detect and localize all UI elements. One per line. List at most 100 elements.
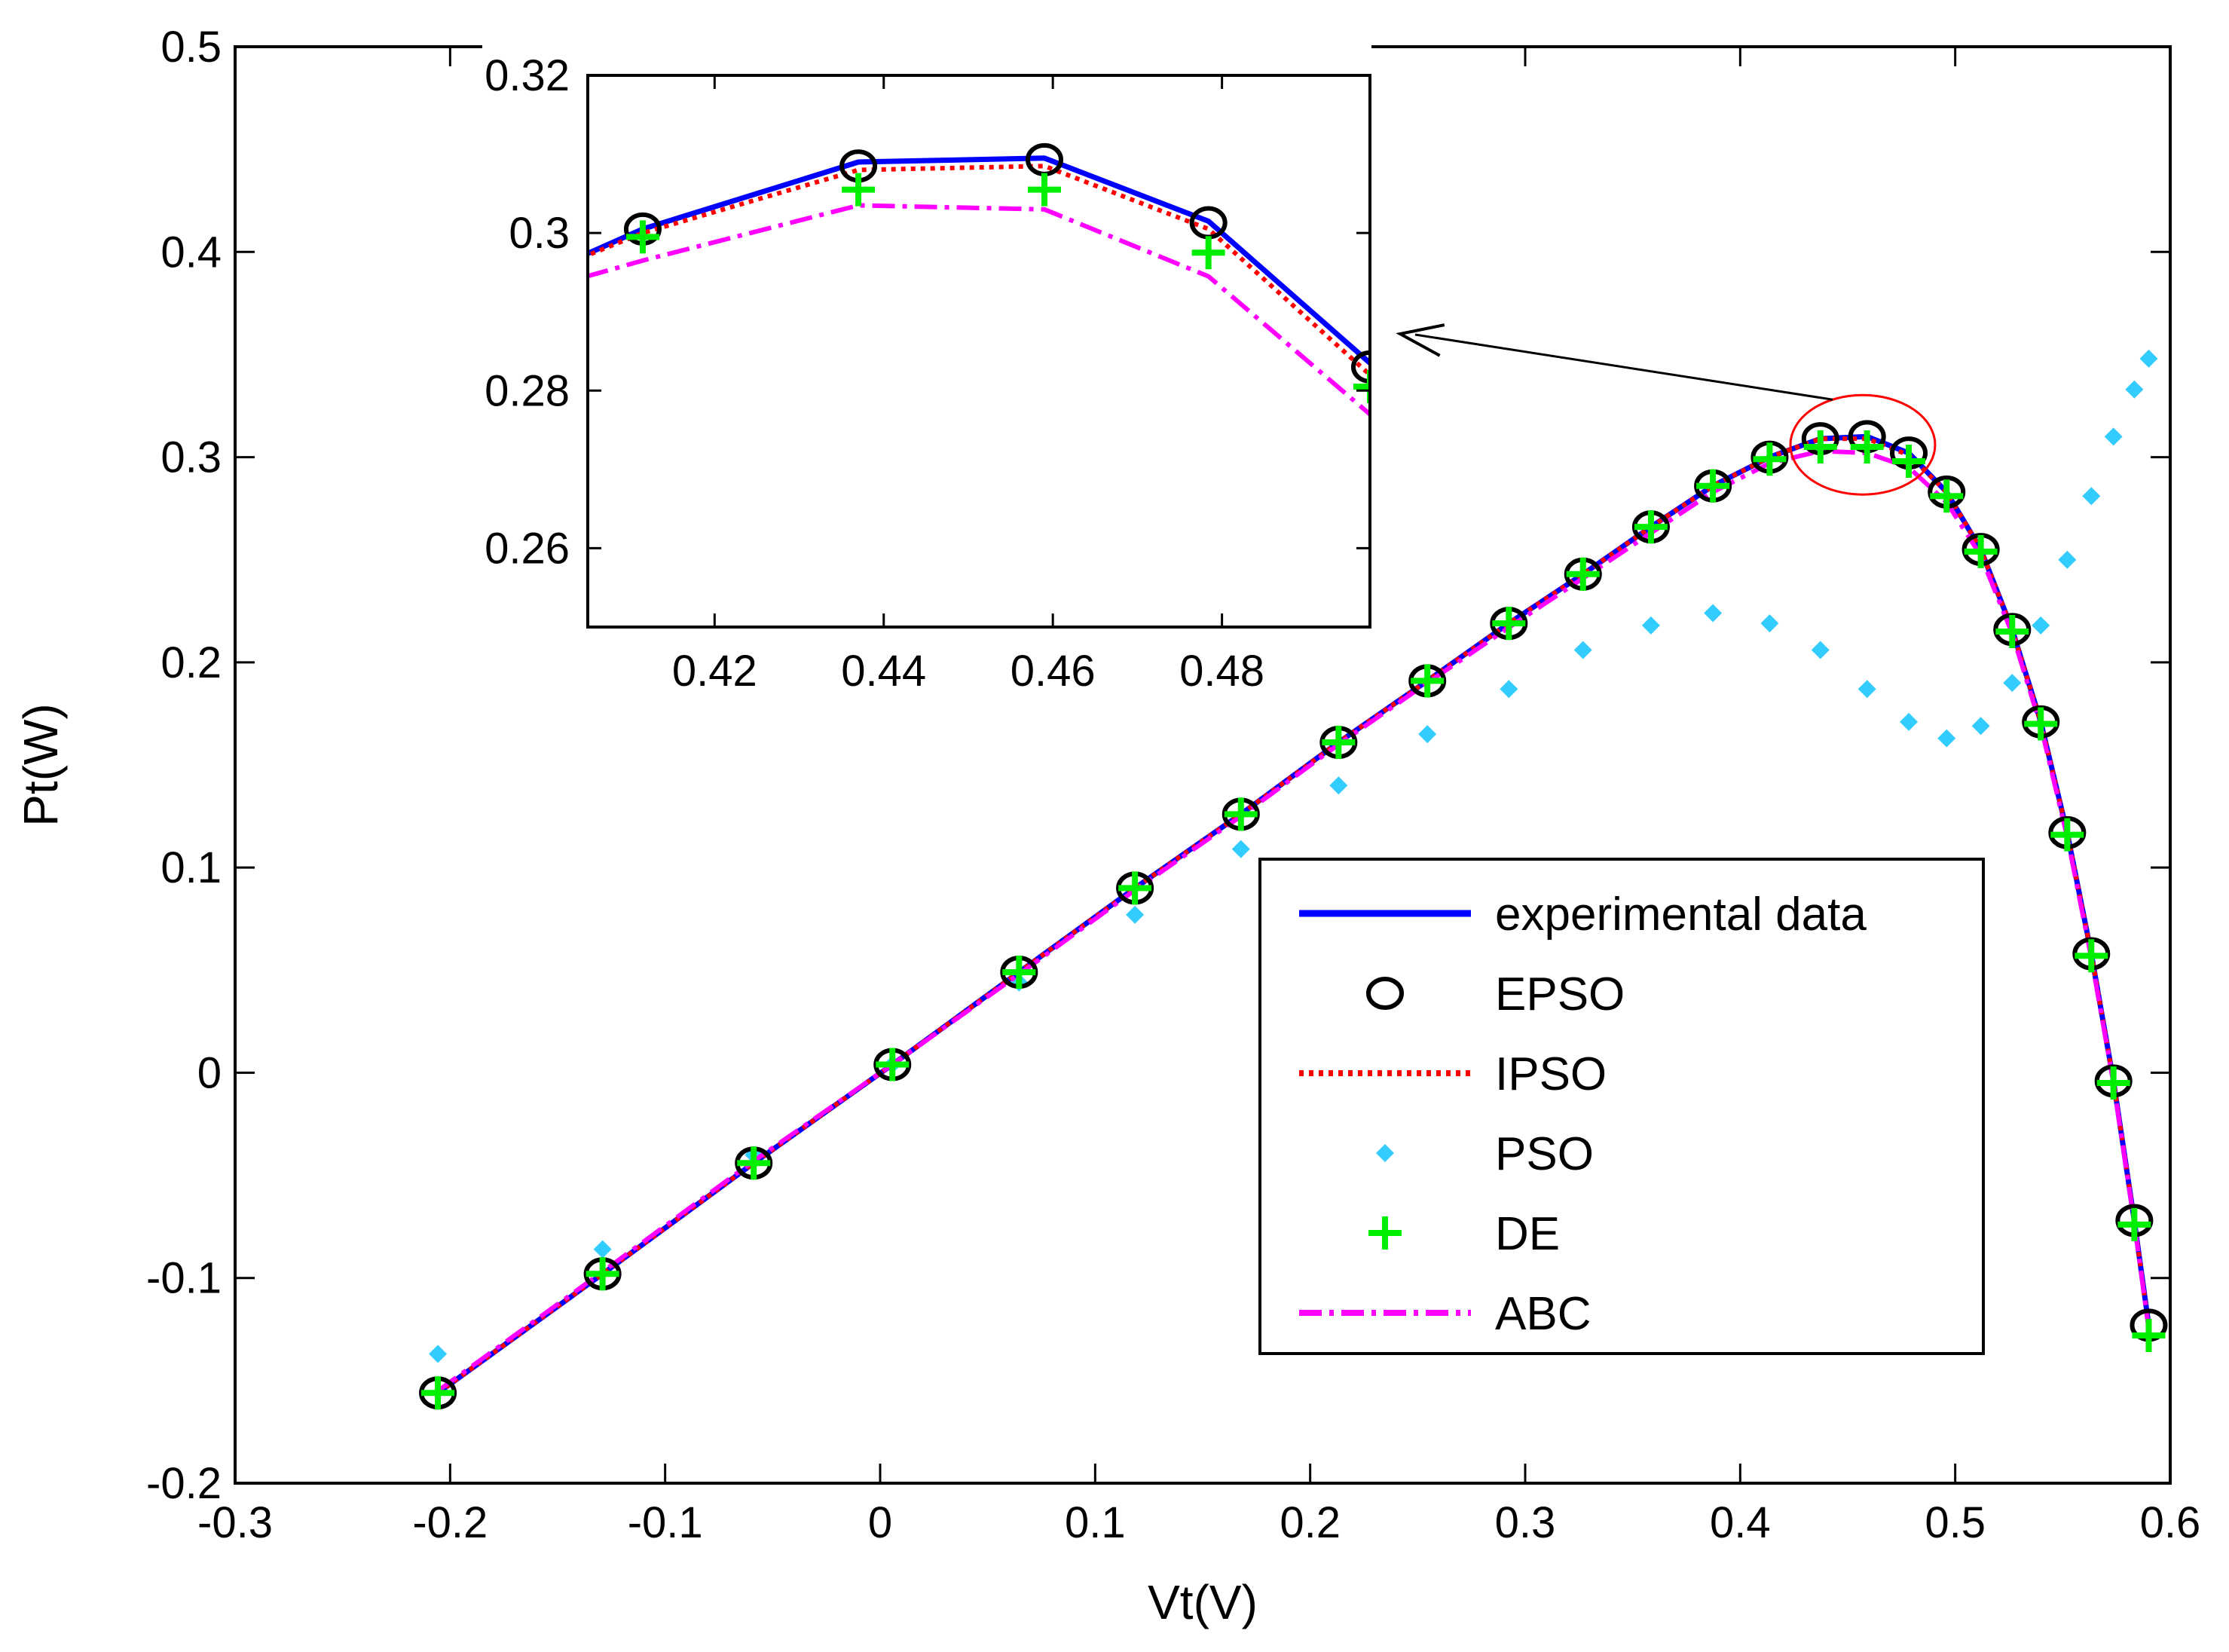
main-pso-point xyxy=(2104,427,2123,446)
main-pso-point xyxy=(1900,712,1919,731)
main-de-point xyxy=(2075,939,2108,973)
legend-box xyxy=(1258,858,1985,1355)
main-de-point xyxy=(1964,534,1998,568)
main-x-tick-label: 0.6 xyxy=(2140,1498,2201,1547)
mpp-highlight-circle xyxy=(1789,393,1937,496)
main-y-tick-label: 0.2 xyxy=(161,638,222,687)
zoom-arrow-line xyxy=(1414,333,1833,401)
main-pso-point xyxy=(2139,349,2158,368)
legend-label-abc: ABC xyxy=(1495,1288,1591,1340)
inset-de-point xyxy=(1027,173,1061,206)
inset-y-tick-label: 0.28 xyxy=(485,366,570,415)
inset-de-point xyxy=(1353,370,1370,404)
legend-sample-de xyxy=(1368,1216,1402,1250)
inset-de-point xyxy=(842,173,876,206)
legend-label-ipso: IPSO xyxy=(1495,1048,1607,1100)
main-pso-point xyxy=(1500,680,1518,699)
main-de-point xyxy=(1696,469,1730,503)
main-de-point xyxy=(586,1257,619,1291)
main-x-tick-label: 0.4 xyxy=(1710,1498,1771,1547)
main-pso-point xyxy=(2058,550,2077,569)
main-pso-point xyxy=(1126,905,1145,924)
main-de-point xyxy=(1411,664,1445,698)
main-pso-point xyxy=(593,1240,612,1259)
main-pso-point xyxy=(1641,616,1660,635)
main-x-tick-label: 0.5 xyxy=(1925,1498,1986,1547)
main-x-tick-label: 0.2 xyxy=(1280,1498,1341,1547)
inset-y-tick-label: 0.3 xyxy=(509,209,570,258)
inset-epso-point xyxy=(1351,350,1370,384)
main-pso-point xyxy=(1971,717,1990,736)
main-de-point xyxy=(1566,557,1600,591)
main-de-point xyxy=(2050,818,2084,852)
legend-sample-epso xyxy=(1366,977,1404,1010)
main-pso-point xyxy=(1231,840,1250,858)
main-pso-point xyxy=(2125,380,2144,399)
inset-y-tick-label: 0.32 xyxy=(485,51,570,100)
zoom-arrow-head xyxy=(1396,323,1445,357)
legend-label-pso: PSO xyxy=(1495,1128,1594,1180)
inset-x-tick-label: 0.44 xyxy=(841,647,926,696)
main-de-point xyxy=(1322,726,1356,760)
main-de-point xyxy=(1634,510,1668,544)
main-de-point xyxy=(1892,445,1926,479)
main-de-point xyxy=(737,1146,771,1180)
main-de-point xyxy=(2096,1066,2130,1100)
main-pso-point xyxy=(429,1345,448,1363)
main-de-point xyxy=(1118,871,1152,905)
inset-series-line-abc xyxy=(588,203,1370,416)
main-y-tick-label: 0.3 xyxy=(161,433,222,482)
inset-plot-area xyxy=(588,75,1370,627)
main-y-tick-label: 0.1 xyxy=(161,843,222,892)
main-pso-point xyxy=(1573,641,1592,659)
main-pso-point xyxy=(1329,776,1348,795)
main-pso-point xyxy=(1418,725,1437,744)
legend-label-experimental-data: experimental data xyxy=(1495,889,1867,941)
main-de-point xyxy=(2024,707,2058,741)
main-y-tick-label: -0.2 xyxy=(146,1459,222,1508)
inset-de-point xyxy=(625,220,659,254)
main-de-point xyxy=(1850,430,1884,463)
main-pso-point xyxy=(2032,616,2050,635)
inset-x-tick-label: 0.46 xyxy=(1011,647,1096,696)
main-de-point xyxy=(1803,430,1837,463)
main-x-tick-label: -0.3 xyxy=(197,1498,273,1547)
x-axis-title: Vt(V) xyxy=(1148,1575,1258,1629)
main-y-tick-label: 0.4 xyxy=(161,228,222,277)
main-x-tick-label: 0 xyxy=(868,1498,892,1547)
main-de-point xyxy=(2117,1207,2151,1241)
main-de-point xyxy=(1930,479,1964,513)
main-x-tick-label: 0.3 xyxy=(1495,1498,1556,1547)
main-de-point xyxy=(876,1048,910,1081)
main-de-point xyxy=(1002,956,1036,990)
main-pso-point xyxy=(2082,487,2101,506)
y-axis-title: Pt(W) xyxy=(14,703,68,827)
main-pso-point xyxy=(1704,604,1723,623)
main-de-point xyxy=(1753,442,1787,476)
legend-label-epso: EPSO xyxy=(1495,968,1625,1020)
inset-x-tick-label: 0.48 xyxy=(1179,647,1264,696)
inset-de-point xyxy=(1191,236,1225,270)
main-x-tick-label: -0.1 xyxy=(628,1498,703,1547)
main-y-tick-label: 0.5 xyxy=(161,23,222,72)
inset-series-line-ipso xyxy=(588,164,1370,377)
main-de-point xyxy=(1995,615,2029,649)
main-pso-point xyxy=(1858,680,1876,699)
main-y-tick-label: -0.1 xyxy=(146,1254,222,1303)
legend-label-de: DE xyxy=(1495,1208,1560,1260)
inset-y-tick-label: 0.26 xyxy=(485,524,570,573)
main-de-point xyxy=(421,1376,455,1410)
main-pso-point xyxy=(2003,674,2022,693)
inset-axes-frame xyxy=(586,74,1371,629)
main-de-point xyxy=(1492,607,1526,641)
main-y-tick-label: 0 xyxy=(197,1048,222,1097)
main-pso-point xyxy=(1937,729,1956,748)
inset-series-group xyxy=(588,142,1370,416)
main-pso-point xyxy=(1811,641,1830,659)
main-x-tick-label: 0.1 xyxy=(1065,1498,1126,1547)
main-de-point xyxy=(1224,797,1258,831)
main-pso-point xyxy=(1760,614,1779,633)
inset-x-tick-label: 0.42 xyxy=(672,647,757,696)
